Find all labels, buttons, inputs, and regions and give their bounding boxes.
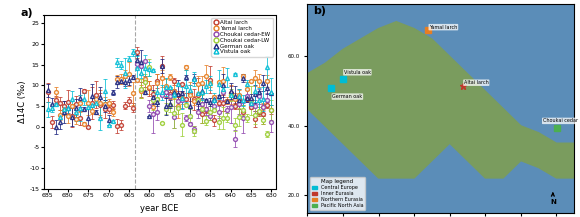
Text: Altai larch: Altai larch [464, 80, 489, 85]
Y-axis label: Δ14C (‰): Δ14C (‰) [17, 81, 27, 123]
Text: N: N [550, 193, 556, 205]
Text: German oak: German oak [332, 94, 362, 99]
X-axis label: year BCE: year BCE [140, 204, 179, 212]
Text: Choukai cedar: Choukai cedar [543, 118, 578, 123]
Legend: Central Europe, Inner Eurasia, Northern Eurasia, Pacific North Asia: Central Europe, Inner Eurasia, Northern … [310, 178, 365, 210]
Text: b): b) [313, 7, 326, 16]
Polygon shape [307, 22, 574, 178]
Text: a): a) [20, 8, 33, 18]
Text: Vistula oak: Vistula oak [344, 70, 371, 75]
Legend: Altai larch, Yamal larch, Choukai cedar-EW, Choukai cedar-LW, German oak, Vistul: Altai larch, Yamal larch, Choukai cedar-… [212, 18, 273, 57]
Text: Yamal larch: Yamal larch [429, 25, 458, 30]
